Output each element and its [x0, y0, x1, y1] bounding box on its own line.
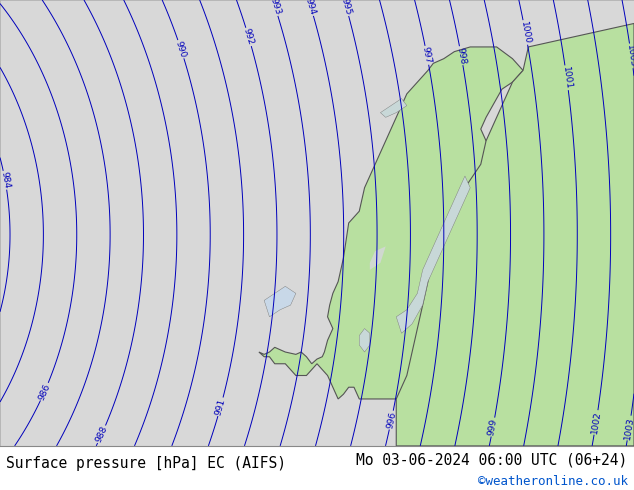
Text: 1003: 1003 [625, 44, 634, 68]
Text: 991: 991 [214, 397, 227, 416]
Text: 992: 992 [242, 27, 256, 47]
Text: 1002: 1002 [590, 411, 602, 435]
Text: 986: 986 [37, 382, 52, 401]
Text: ©weatheronline.co.uk: ©weatheronline.co.uk [477, 475, 628, 488]
Text: 997: 997 [421, 46, 433, 65]
Polygon shape [370, 246, 385, 270]
Polygon shape [264, 286, 296, 317]
Polygon shape [259, 47, 528, 399]
Text: 1001: 1001 [560, 66, 573, 90]
Polygon shape [396, 24, 634, 446]
Text: 1003: 1003 [623, 416, 634, 440]
Text: 996: 996 [385, 411, 398, 429]
Text: 995: 995 [339, 0, 353, 16]
Text: Surface pressure [hPa] EC (AIFS): Surface pressure [hPa] EC (AIFS) [6, 456, 287, 470]
Text: 990: 990 [174, 40, 188, 59]
Text: 1000: 1000 [519, 20, 532, 45]
Text: Mo 03-06-2024 06:00 UTC (06+24): Mo 03-06-2024 06:00 UTC (06+24) [356, 452, 628, 467]
Text: 998: 998 [455, 47, 467, 65]
Polygon shape [359, 329, 370, 352]
Text: 993: 993 [268, 0, 282, 16]
Text: 984: 984 [0, 171, 11, 190]
Text: 999: 999 [487, 418, 499, 437]
Text: 988: 988 [94, 425, 109, 444]
Text: 994: 994 [304, 0, 318, 16]
Polygon shape [396, 176, 470, 333]
Polygon shape [380, 98, 407, 117]
